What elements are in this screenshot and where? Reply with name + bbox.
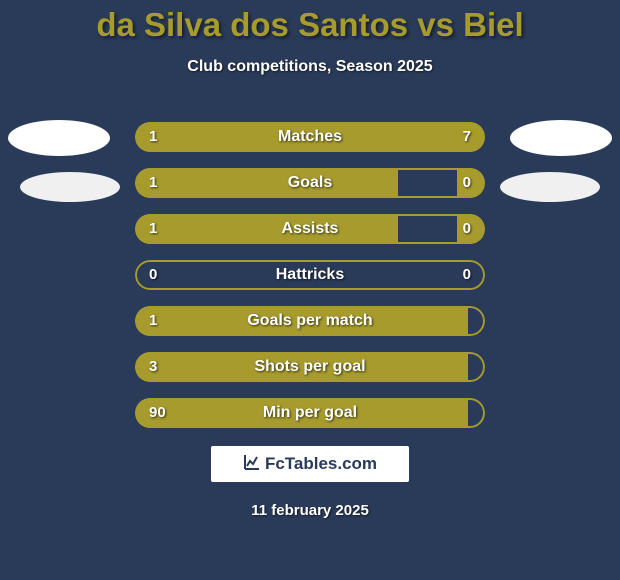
brand-badge: FcTables.com (210, 445, 410, 483)
stat-value-right: 0 (463, 168, 471, 198)
stat-value-left: 1 (149, 306, 157, 336)
stat-value-left: 1 (149, 168, 157, 198)
stat-row: Min per goal90 (135, 398, 485, 428)
stat-label: Hattricks (135, 260, 485, 290)
stat-row: Goals1 0 (135, 168, 485, 198)
player-right-avatar (510, 120, 612, 156)
stat-row: Assists1 0 (135, 214, 485, 244)
chart-icon (243, 453, 261, 476)
brand-text: FcTables.com (265, 454, 377, 474)
stat-value-left: 3 (149, 352, 157, 382)
stat-label: Matches (135, 122, 485, 152)
stat-label: Shots per goal (135, 352, 485, 382)
subtitle: Club competitions, Season 2025 (0, 58, 620, 76)
stat-value-left: 1 (149, 122, 157, 152)
stat-label: Goals (135, 168, 485, 198)
player-right-shadow (500, 172, 600, 202)
stat-row: Goals per match1 (135, 306, 485, 336)
player-left-shadow (20, 172, 120, 202)
stat-label: Min per goal (135, 398, 485, 428)
stat-row: Shots per goal3 (135, 352, 485, 382)
comparison-card: da Silva dos Santos vs Biel Club competi… (0, 0, 620, 580)
stat-value-left: 90 (149, 398, 166, 428)
stat-label: Assists (135, 214, 485, 244)
stat-label: Goals per match (135, 306, 485, 336)
stat-value-left: 1 (149, 214, 157, 244)
stat-value-right: 0 (463, 214, 471, 244)
stat-row: Matches1 7 (135, 122, 485, 152)
player-left-avatar (8, 120, 110, 156)
stat-value-left: 0 (149, 260, 157, 290)
stat-value-right: 7 (463, 122, 471, 152)
stat-rows: Matches17Goals10Assists10Hattricks00Goal… (135, 122, 485, 444)
stat-value-right: 0 (463, 260, 471, 290)
date-label: 11 february 2025 (0, 502, 620, 519)
page-title: da Silva dos Santos vs Biel (0, 0, 620, 44)
stat-row: Hattricks0 0 (135, 260, 485, 290)
